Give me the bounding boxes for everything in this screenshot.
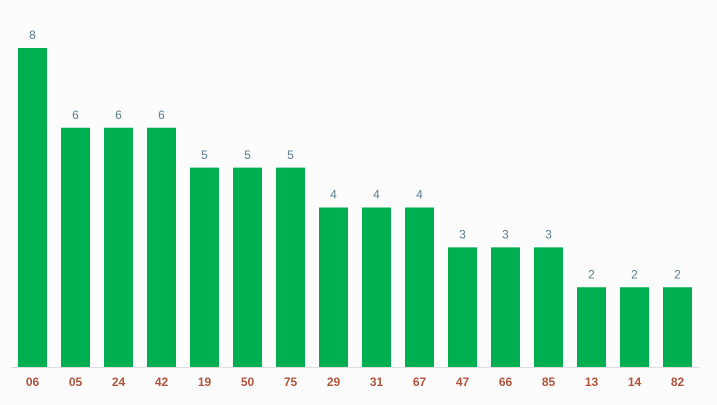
x-tick-label: 82 (671, 375, 685, 389)
value-label: 4 (416, 188, 423, 202)
bar (190, 167, 219, 367)
x-tick-label: 42 (155, 375, 169, 389)
x-tick-label: 31 (370, 375, 384, 389)
x-tick-label: 85 (542, 375, 556, 389)
value-label: 2 (674, 267, 681, 281)
bar (663, 287, 692, 367)
bar (104, 127, 133, 367)
value-label: 4 (330, 188, 337, 202)
bar (147, 127, 176, 367)
x-tick-label: 75 (284, 375, 298, 389)
x-tick-label: 66 (499, 375, 513, 389)
value-label: 3 (459, 228, 466, 242)
bar (276, 167, 305, 367)
x-tick-label: 24 (112, 375, 126, 389)
x-tick-label: 14 (628, 375, 642, 389)
bar (18, 48, 47, 367)
x-tick-label: 47 (456, 375, 470, 389)
value-label: 4 (373, 188, 380, 202)
value-label: 6 (115, 108, 122, 122)
bar (577, 287, 606, 367)
bar (491, 247, 520, 367)
bar (319, 207, 348, 367)
bar (448, 247, 477, 367)
value-label: 3 (502, 228, 509, 242)
value-label: 5 (201, 148, 208, 162)
x-tick-label: 05 (69, 375, 83, 389)
x-tick-label: 67 (413, 375, 427, 389)
value-label: 5 (244, 148, 251, 162)
bar (620, 287, 649, 367)
value-label: 6 (158, 108, 165, 122)
bar (61, 127, 90, 367)
value-label: 6 (72, 108, 79, 122)
value-label: 5 (287, 148, 294, 162)
x-tick-label: 29 (327, 375, 341, 389)
bar (233, 167, 262, 367)
bar (405, 207, 434, 367)
value-label: 2 (588, 267, 595, 281)
value-label: 2 (631, 267, 638, 281)
x-tick-label: 06 (26, 375, 40, 389)
bar (534, 247, 563, 367)
x-tick-label: 13 (585, 375, 599, 389)
value-label: 3 (545, 228, 552, 242)
bar (362, 207, 391, 367)
x-tick-label: 50 (241, 375, 255, 389)
value-label: 8 (29, 28, 36, 42)
x-tick-label: 19 (198, 375, 212, 389)
